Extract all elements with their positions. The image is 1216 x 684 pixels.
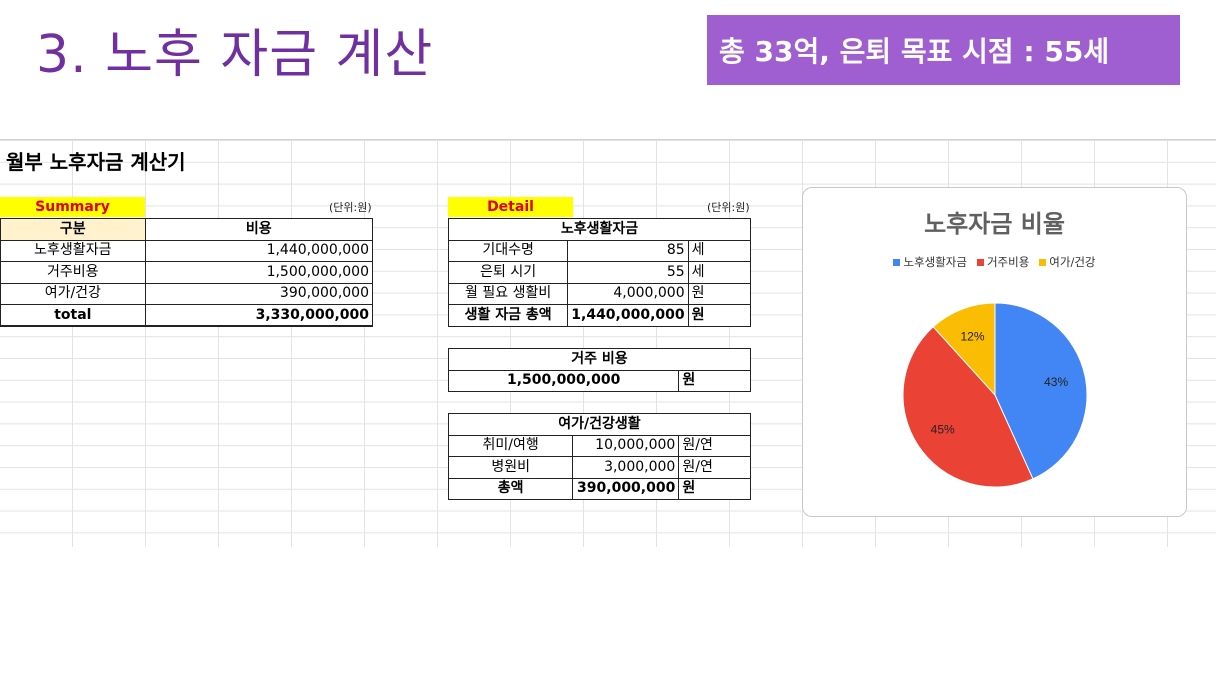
living-cost-header: 노후생활자금 [448, 218, 751, 241]
living-row-value[interactable]: 55 [567, 261, 689, 284]
leisure-row-value[interactable]: 10,000,000 [572, 434, 680, 457]
living-total-label[interactable]: 생활 자금 총액 [447, 304, 569, 327]
pie-data-label: 45% [931, 422, 955, 436]
summary-header-cost: 비용 [144, 218, 374, 241]
legend-label: 노후생활자금 [903, 255, 967, 269]
living-total-unit[interactable]: 원 [687, 304, 752, 327]
leisure-health-table: 여가/건강생활 취미/여행 10,000,000 원/연 병원비 3,000,0… [447, 413, 751, 500]
sheet-title: 월부 노후자금 계산기 [6, 150, 186, 174]
leisure-row-unit[interactable]: 원/연 [678, 456, 751, 479]
living-cost-table: 노후생활자금 기대수명 85 세 은퇴 시기 55 세 월 필요 생활비 4,0… [447, 218, 752, 327]
summary-total-row: total 3,330,000,000 [0, 304, 374, 327]
legend-swatch [976, 258, 984, 266]
summary-row-value[interactable]: 390,000,000 [144, 282, 374, 305]
detail-unit-label: (단위:원) [707, 201, 750, 214]
pie-slice-leisure[interactable] [932, 302, 996, 397]
legend-item: 노후생활자금 [893, 254, 967, 270]
leisure-total-value[interactable]: 390,000,000 [572, 477, 680, 500]
summary-row-value[interactable]: 1,440,000,000 [144, 239, 374, 262]
pie-chart-card[interactable]: 노후자금 비율 노후생활자금 거주비용 여가/건강 43% 45% 12% [802, 187, 1187, 517]
living-total-value[interactable]: 1,440,000,000 [567, 304, 689, 327]
detail-tag: Detail [448, 197, 573, 217]
summary-tag: Summary [0, 197, 145, 217]
summary-total-label[interactable]: total [0, 304, 146, 327]
living-row-label[interactable]: 월 필요 생활비 [447, 282, 569, 305]
table-row: 노후생활자금 1,440,000,000 [0, 239, 374, 262]
leisure-row-unit[interactable]: 원/연 [678, 434, 751, 457]
leisure-total-unit[interactable]: 원 [678, 477, 751, 500]
summary-total-value[interactable]: 3,330,000,000 [144, 304, 374, 327]
table-row: 1,500,000,000 원 [447, 369, 751, 392]
pie-data-label: 12% [960, 330, 984, 344]
living-row-label[interactable]: 은퇴 시기 [447, 261, 569, 284]
summary-header-category: 구분 [0, 218, 146, 241]
housing-cost-value[interactable]: 1,500,000,000 [447, 369, 680, 392]
housing-cost-table: 거주 비용 1,500,000,000 원 [447, 348, 751, 392]
goal-banner: 총 33억, 은퇴 목표 시점 : 55세 [707, 15, 1180, 85]
living-row-value[interactable]: 85 [567, 239, 689, 262]
table-row: 병원비 3,000,000 원/연 [447, 456, 751, 479]
table-row: 은퇴 시기 55 세 [447, 261, 752, 284]
chart-title: 노후자금 비율 [924, 210, 1065, 238]
pie-data-label: 43% [1044, 375, 1068, 389]
table-row: 월 필요 생활비 4,000,000 원 [447, 282, 752, 305]
living-row-unit[interactable]: 세 [687, 239, 752, 262]
housing-cost-header: 거주 비용 [448, 348, 751, 371]
summary-row-label[interactable]: 거주비용 [0, 261, 146, 284]
leisure-row-label[interactable]: 취미/여행 [447, 434, 574, 457]
legend-item: 여가/건강 [1039, 254, 1096, 270]
pie-slice-housing[interactable] [902, 326, 1034, 488]
living-row-unit[interactable]: 세 [687, 261, 752, 284]
pie-slice-living[interactable] [994, 302, 1088, 480]
leisure-total-label[interactable]: 총액 [447, 477, 574, 500]
legend-swatch [893, 258, 901, 266]
summary-row-label[interactable]: 여가/건강 [0, 282, 146, 305]
leisure-row-value[interactable]: 3,000,000 [572, 456, 680, 479]
living-total-row: 생활 자금 총액 1,440,000,000 원 [447, 304, 752, 327]
living-row-value[interactable]: 4,000,000 [567, 282, 689, 305]
summary-table: 구분 비용 노후생활자금 1,440,000,000 거주비용 1,500,00… [0, 218, 374, 327]
summary-row-value[interactable]: 1,500,000,000 [144, 261, 374, 284]
table-row: 여가/건강 390,000,000 [0, 282, 374, 305]
living-row-unit[interactable]: 원 [687, 282, 752, 305]
legend-item: 거주비용 [976, 254, 1030, 270]
housing-cost-unit[interactable]: 원 [678, 369, 751, 392]
legend-label: 거주비용 [986, 255, 1030, 269]
leisure-total-row: 총액 390,000,000 원 [447, 477, 751, 500]
pie-chart: 43% 45% 12% [902, 302, 1088, 488]
table-row: 취미/여행 10,000,000 원/연 [447, 434, 751, 457]
summary-row-label[interactable]: 노후생활자금 [0, 239, 146, 262]
table-row: 기대수명 85 세 [447, 239, 752, 262]
living-row-label[interactable]: 기대수명 [447, 239, 569, 262]
slide-title: 3. 노후 자금 계산 [36, 25, 434, 85]
table-row: 거주비용 1,500,000,000 [0, 261, 374, 284]
leisure-health-header: 여가/건강생활 [448, 413, 751, 436]
chart-legend: 노후생활자금 거주비용 여가/건강 [803, 254, 1186, 270]
summary-unit-label: (단위:원) [329, 201, 372, 214]
leisure-row-label[interactable]: 병원비 [447, 456, 574, 479]
legend-label: 여가/건강 [1049, 255, 1096, 269]
legend-swatch [1039, 258, 1047, 266]
